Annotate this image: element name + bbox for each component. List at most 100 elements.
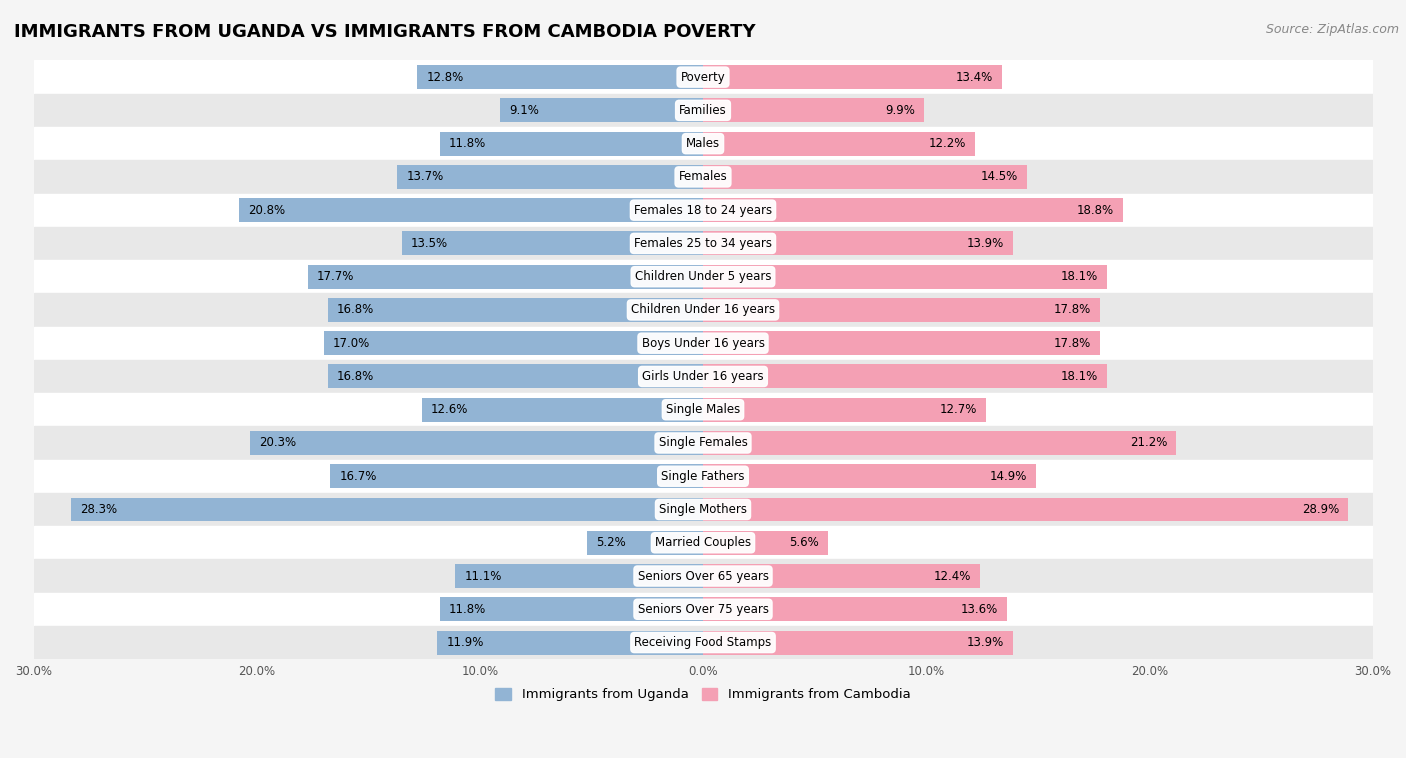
Text: Source: ZipAtlas.com: Source: ZipAtlas.com [1265, 23, 1399, 36]
Text: 13.9%: 13.9% [967, 636, 1004, 649]
Bar [34, 526, 1372, 559]
Text: Single Females: Single Females [658, 437, 748, 449]
Text: 21.2%: 21.2% [1130, 437, 1167, 449]
Text: 18.8%: 18.8% [1077, 204, 1114, 217]
Text: 16.8%: 16.8% [337, 370, 374, 383]
Bar [703, 99, 924, 122]
Bar [703, 331, 1101, 356]
Bar [402, 231, 703, 255]
Text: 12.7%: 12.7% [941, 403, 977, 416]
Bar [330, 464, 703, 488]
Bar [328, 298, 703, 322]
Text: 28.9%: 28.9% [1302, 503, 1339, 516]
Text: 18.1%: 18.1% [1060, 370, 1098, 383]
Text: 16.7%: 16.7% [339, 470, 377, 483]
Bar [34, 127, 1372, 160]
Text: Single Males: Single Males [666, 403, 740, 416]
Text: 11.8%: 11.8% [449, 137, 486, 150]
Bar [34, 61, 1372, 94]
Text: 14.5%: 14.5% [980, 171, 1018, 183]
Text: 13.4%: 13.4% [956, 70, 993, 83]
Bar [308, 265, 703, 289]
Bar [703, 132, 976, 155]
Bar [440, 132, 703, 155]
Text: Families: Families [679, 104, 727, 117]
Bar [34, 459, 1372, 493]
Bar [34, 393, 1372, 426]
Bar [34, 160, 1372, 193]
Bar [703, 464, 1035, 488]
Text: Children Under 16 years: Children Under 16 years [631, 303, 775, 316]
Text: 14.9%: 14.9% [990, 470, 1026, 483]
Text: IMMIGRANTS FROM UGANDA VS IMMIGRANTS FROM CAMBODIA POVERTY: IMMIGRANTS FROM UGANDA VS IMMIGRANTS FRO… [14, 23, 755, 41]
Bar [34, 593, 1372, 626]
Text: 20.3%: 20.3% [259, 437, 297, 449]
Text: 13.5%: 13.5% [411, 237, 447, 250]
Bar [328, 365, 703, 388]
Bar [34, 193, 1372, 227]
Text: 17.8%: 17.8% [1054, 303, 1091, 316]
Bar [34, 327, 1372, 360]
Text: 5.2%: 5.2% [596, 536, 626, 550]
Bar [703, 531, 828, 555]
Bar [398, 165, 703, 189]
Text: 17.7%: 17.7% [316, 270, 354, 283]
Text: 9.9%: 9.9% [886, 104, 915, 117]
Bar [703, 65, 1002, 89]
Bar [703, 497, 1348, 522]
Bar [440, 597, 703, 622]
Text: Males: Males [686, 137, 720, 150]
Bar [703, 198, 1122, 222]
Text: 17.8%: 17.8% [1054, 337, 1091, 349]
Text: 28.3%: 28.3% [80, 503, 118, 516]
Bar [703, 398, 987, 421]
Text: Seniors Over 75 years: Seniors Over 75 years [637, 603, 769, 615]
Text: 17.0%: 17.0% [333, 337, 370, 349]
Bar [418, 65, 703, 89]
Text: 11.9%: 11.9% [446, 636, 484, 649]
Text: Poverty: Poverty [681, 70, 725, 83]
Bar [703, 231, 1014, 255]
Bar [586, 531, 703, 555]
Bar [703, 298, 1101, 322]
Bar [34, 493, 1372, 526]
Text: 12.6%: 12.6% [430, 403, 468, 416]
Bar [34, 559, 1372, 593]
Text: Single Mothers: Single Mothers [659, 503, 747, 516]
Bar [34, 626, 1372, 659]
Legend: Immigrants from Uganda, Immigrants from Cambodia: Immigrants from Uganda, Immigrants from … [489, 682, 917, 706]
Bar [34, 94, 1372, 127]
Text: 9.1%: 9.1% [509, 104, 538, 117]
Text: 11.8%: 11.8% [449, 603, 486, 615]
Bar [703, 365, 1107, 388]
Bar [250, 431, 703, 455]
Bar [34, 426, 1372, 459]
Bar [703, 597, 1007, 622]
Text: 13.7%: 13.7% [406, 171, 443, 183]
Text: 12.2%: 12.2% [929, 137, 966, 150]
Bar [323, 331, 703, 356]
Text: 18.1%: 18.1% [1060, 270, 1098, 283]
Text: Girls Under 16 years: Girls Under 16 years [643, 370, 763, 383]
Text: 16.8%: 16.8% [337, 303, 374, 316]
Text: 20.8%: 20.8% [247, 204, 285, 217]
Bar [703, 165, 1026, 189]
Bar [34, 227, 1372, 260]
Bar [422, 398, 703, 421]
Bar [72, 497, 703, 522]
Bar [34, 360, 1372, 393]
Text: Females 18 to 24 years: Females 18 to 24 years [634, 204, 772, 217]
Bar [456, 564, 703, 588]
Bar [437, 631, 703, 654]
Text: Children Under 5 years: Children Under 5 years [634, 270, 772, 283]
Bar [703, 631, 1014, 654]
Bar [34, 293, 1372, 327]
Text: Married Couples: Married Couples [655, 536, 751, 550]
Text: 5.6%: 5.6% [789, 536, 820, 550]
Text: 13.6%: 13.6% [960, 603, 998, 615]
Text: Females 25 to 34 years: Females 25 to 34 years [634, 237, 772, 250]
Bar [239, 198, 703, 222]
Bar [34, 260, 1372, 293]
Bar [703, 431, 1175, 455]
Text: 12.8%: 12.8% [426, 70, 464, 83]
